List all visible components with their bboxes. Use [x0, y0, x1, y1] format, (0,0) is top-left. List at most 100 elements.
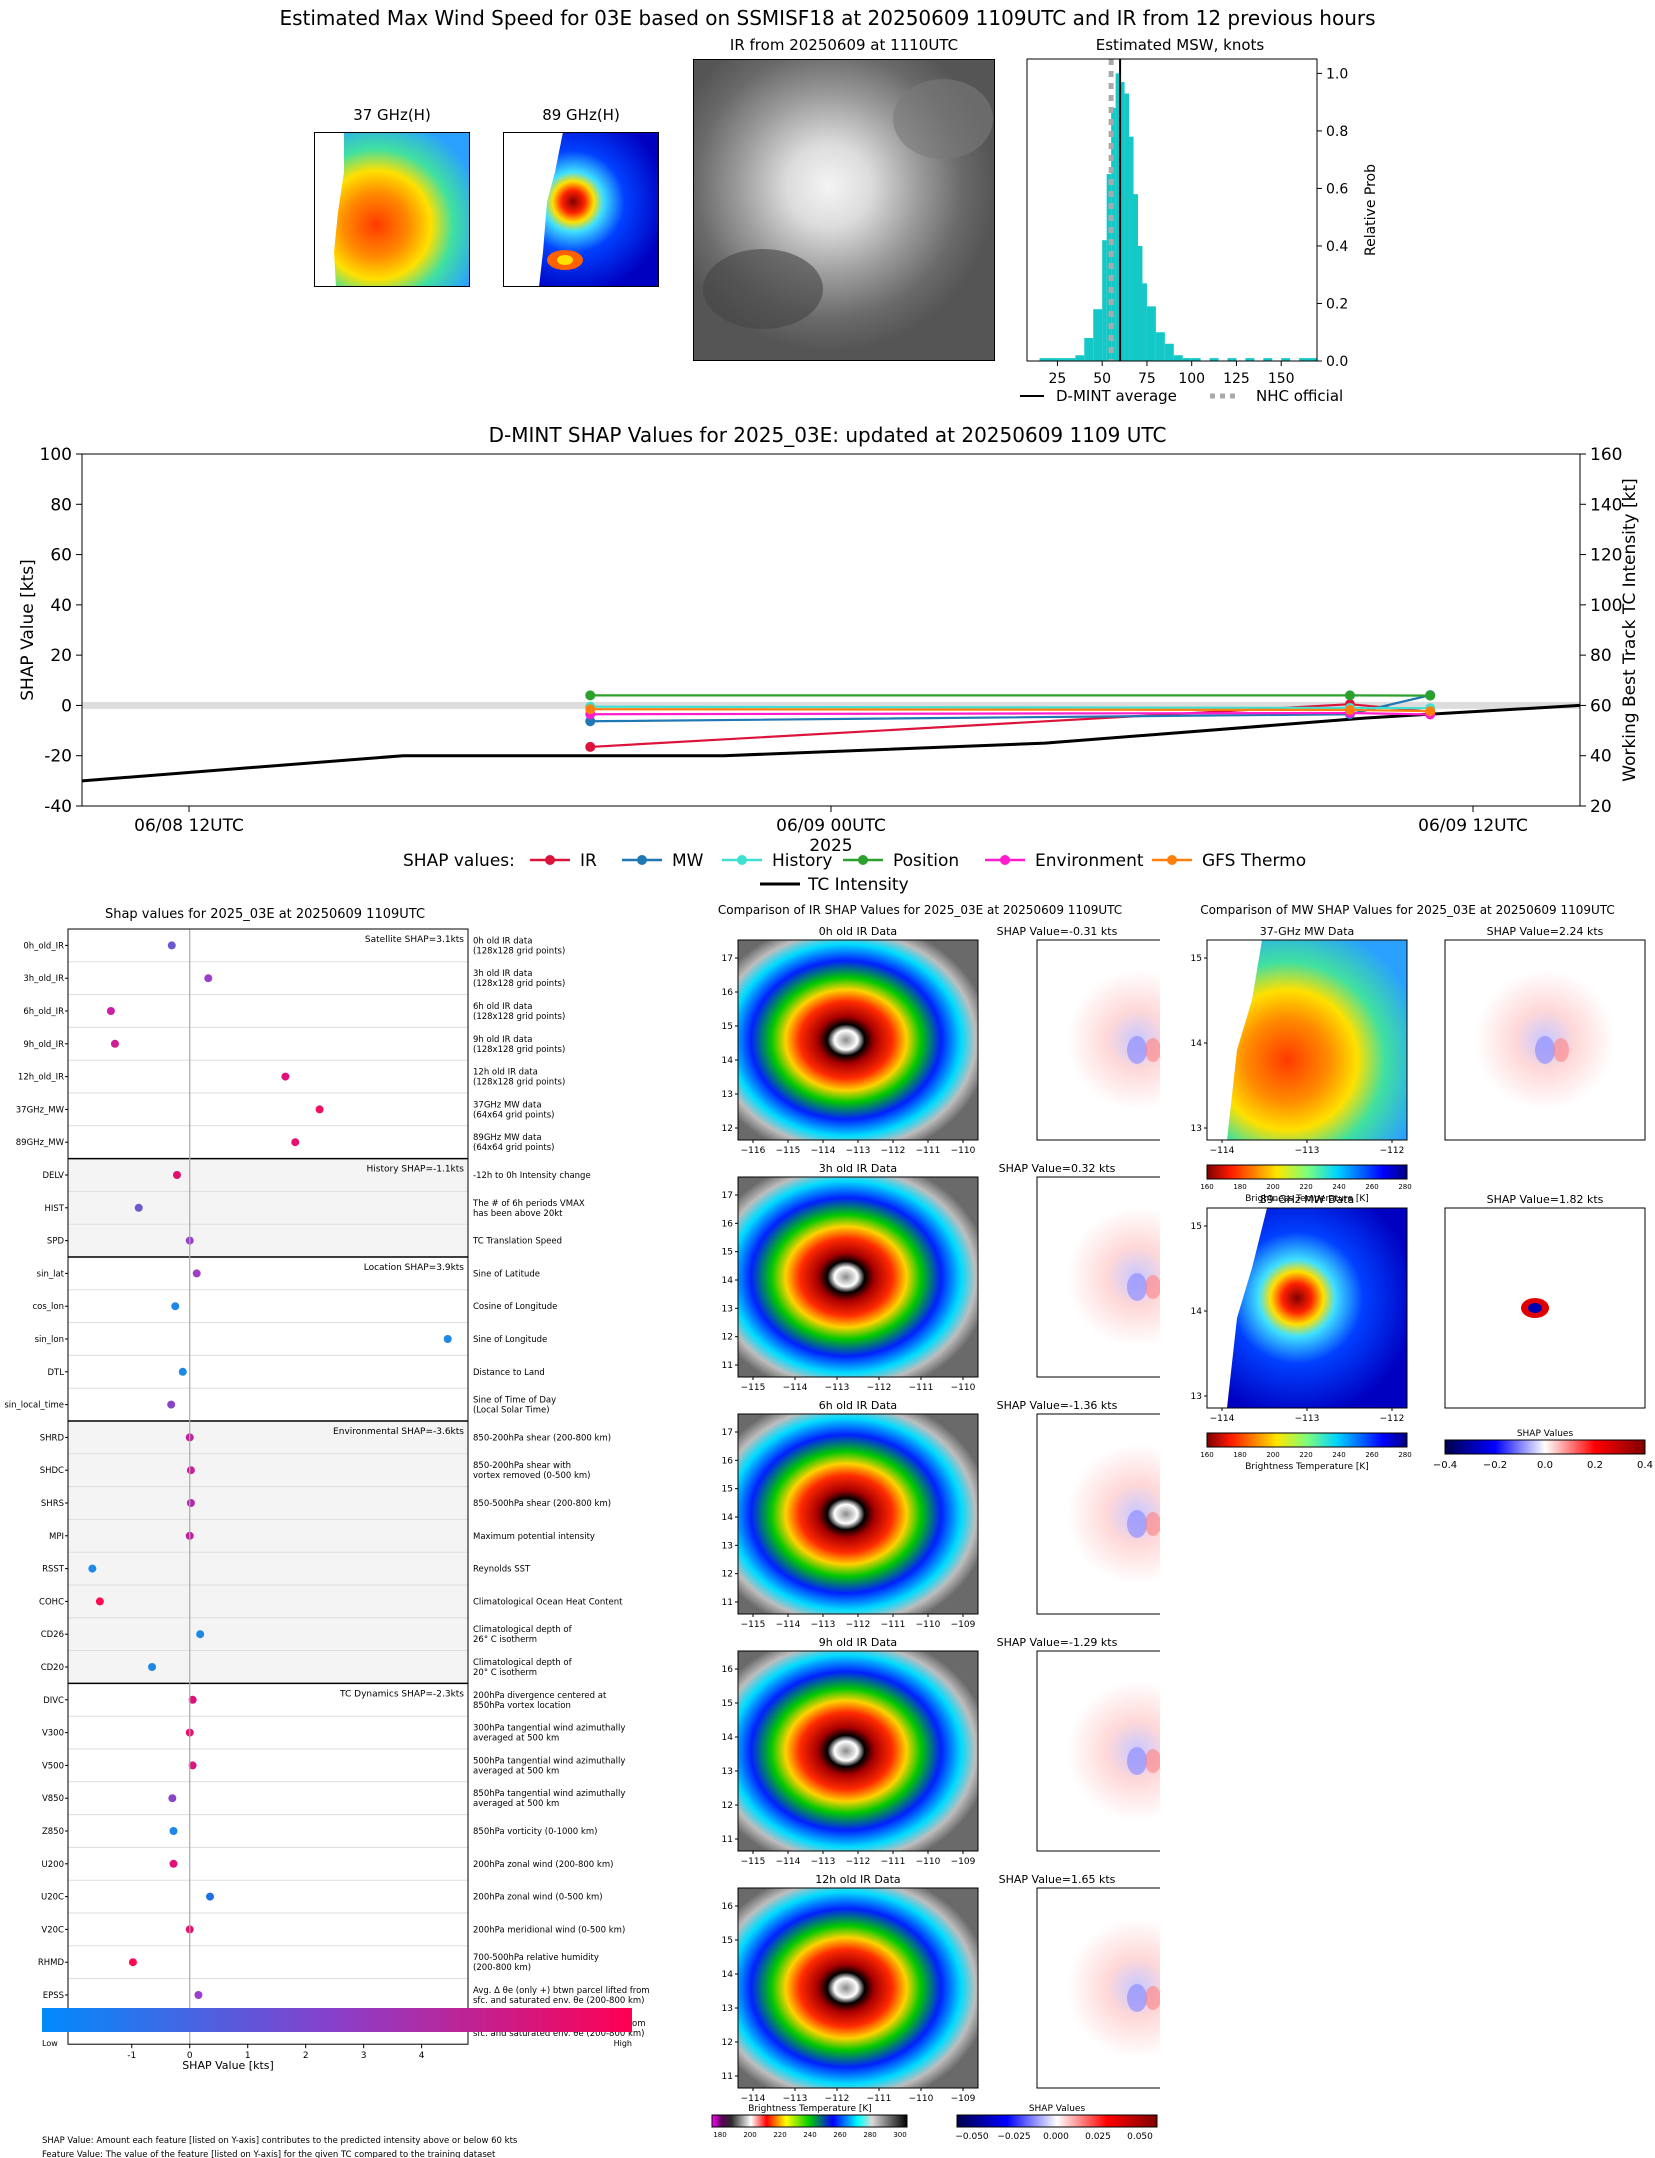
ir-shap-tick-0: −0.050 — [955, 2132, 989, 2142]
shap-blob-red — [1553, 1038, 1569, 1062]
sat-fill — [738, 1414, 978, 1614]
feature-desc-DELV: -12h to 0h Intensity change — [473, 1171, 591, 1181]
note-line-2: Feature Value: The value of the feature … — [42, 2150, 496, 2158]
panel-frame — [1444, 1207, 1646, 1409]
ts-rtick-4: 80 — [1590, 646, 1612, 666]
feature-point-U20C — [206, 1892, 215, 1901]
shap-blob-blue — [1127, 1273, 1147, 1301]
thumb-89ghz-title: 89 GHz(H) — [542, 106, 620, 124]
mw-bt-tick-0-3: 220 — [1299, 1183, 1312, 1191]
sat-fill — [738, 1651, 978, 1851]
feature-name-CD26: CD26 — [41, 1630, 64, 1640]
mw-data-title-0: 37-GHz MW Data — [1260, 925, 1355, 938]
feature-desc-sin_local_time: Sine of Time of Day — [473, 1396, 556, 1406]
feature-point-V500 — [188, 1761, 197, 1770]
prob-bar-19 — [1164, 343, 1174, 361]
ir-shap-panel-3 — [1036, 1650, 1160, 1852]
feature-desc2-V500: averaged at 500 km — [473, 1766, 559, 1776]
ir-shap-panel-0 — [1036, 939, 1160, 1141]
prob-bar-10 — [1115, 73, 1121, 361]
feature-name-sin_lon: sin_lon — [35, 1335, 64, 1345]
feature-point-CD26 — [196, 1630, 205, 1639]
xtick: −111 — [867, 2094, 892, 2104]
feature-name-3h_old_IR: 3h_old_IR — [23, 974, 64, 984]
ytick: 16 — [722, 1456, 734, 1466]
feature-name-sin_lat: sin_lat — [37, 1269, 65, 1279]
prob-ytick-0: 0.0 — [1326, 354, 1348, 370]
mw-shap-tick-4: 0.4 — [1637, 1460, 1653, 1471]
prob-bar-4 — [1075, 355, 1085, 361]
prob-xtick-2: 75 — [1138, 371, 1156, 387]
feature-desc-DIVC: 200hPa divergence centered at — [473, 1691, 607, 1701]
ytick: 12 — [722, 1801, 733, 1811]
feature-desc-HIST: The # of 6h periods VMAX — [472, 1199, 585, 1209]
feature-name-89GHz_MW: 89GHz_MW — [16, 1138, 65, 1148]
xtick: −112 — [846, 1857, 871, 1867]
prob-bar-18 — [1155, 332, 1165, 361]
shap-time-chart: 100 80 60 40 20 0 -20 -40 160 140 120 100 80 60 40 20 06… — [18, 445, 1640, 895]
shap-blob-blue — [1535, 1036, 1555, 1064]
feature-name-DELV: DELV — [42, 1171, 64, 1181]
prob-xtick-5: 150 — [1268, 371, 1295, 387]
mw-shap-title-0: SHAP Value=2.24 kts — [1487, 925, 1604, 938]
feature-point-CD20 — [148, 1663, 157, 1671]
xtick: −111 — [909, 1383, 934, 1393]
ts-legend-dot-History — [737, 855, 747, 865]
ir-bt-tick-0: 180 — [713, 2131, 726, 2139]
ytick: 17 — [722, 954, 733, 964]
ir-shap-panel-4 — [1036, 1887, 1160, 2089]
feat-xlabel: SHAP Value [kts] — [182, 2059, 274, 2072]
xtick: −114 — [776, 1857, 801, 1867]
feature-desc-SHRD: 850-200hPa shear (200-800 km) — [473, 1433, 611, 1443]
ytick: 13 — [722, 1090, 733, 1100]
feature-name-6h_old_IR: 6h_old_IR — [23, 1007, 64, 1017]
feature-chart-title: Shap values for 2025_03E at 20250609 110… — [105, 907, 425, 922]
xtick: −115 — [776, 1146, 801, 1156]
ytick: 12 — [722, 1333, 733, 1343]
xtick: −115 — [741, 1383, 766, 1393]
feature-desc-37GHz_MW: 37GHz MW data — [473, 1100, 542, 1110]
mw-bt-tick-1-2: 200 — [1266, 1451, 1279, 1459]
feature-name-DIVC: DIVC — [43, 1696, 64, 1706]
xtick: −113 — [811, 1857, 836, 1867]
ir-shap-panel-1 — [1036, 1176, 1160, 1378]
ir-bt-tick-2: 220 — [773, 2131, 786, 2139]
ir-bt-tick-6: 300 — [893, 2131, 906, 2139]
xtick: −114 — [1210, 1146, 1235, 1156]
feature-desc2-EPSS: sfc. and saturated env. θe (200-800 km) — [473, 1996, 645, 2006]
ir-compare-panels: 0h old IR Data 17 16 15 14 13 12 −116 −115 −114 −1… — [711, 925, 1160, 2142]
feat-xtick-1: 0 — [187, 2051, 193, 2061]
prob-ytick-5: 1.0 — [1326, 66, 1348, 82]
panel-frame — [737, 1887, 979, 2089]
ytick: 13 — [722, 1304, 733, 1314]
feature-desc-12h_old_IR: 12h old IR data — [473, 1068, 538, 1078]
ytick: 14 — [722, 1276, 734, 1286]
ts-ltick-7: -40 — [44, 797, 72, 817]
feature-point-12h_old_IR — [281, 1072, 290, 1081]
ir-satellite-image — [693, 59, 995, 361]
prob-chart: 25 50 75 100 125 150 0.0 0.2 0.4 0.6 0.8 1.0 Relativ… — [1020, 58, 1379, 405]
sat-fill — [738, 940, 978, 1140]
feature-name-9h_old_IR: 9h_old_IR — [23, 1040, 64, 1050]
ir-compare-title: Comparison of IR SHAP Values for 2025_03… — [717, 903, 1123, 917]
xtick: −111 — [881, 1857, 906, 1867]
mw-shap-colorbar-label: SHAP Values — [1517, 1429, 1574, 1439]
xtick: −113 — [811, 1620, 836, 1630]
feature-name-U20C: U20C — [41, 1893, 64, 1903]
ts-ltick-0: 100 — [40, 445, 72, 465]
xtick: −110 — [916, 1620, 941, 1630]
mw-shap-tick-1: −0.2 — [1483, 1460, 1507, 1471]
ts-legend-text-IR: IR — [580, 851, 597, 871]
feature-name-SHRD: SHRD — [40, 1433, 65, 1443]
feature-point-V850 — [168, 1794, 177, 1803]
mw-data-title-1: 89-GHz MW Data — [1260, 1193, 1355, 1206]
ts-legend-text-MW: MW — [672, 851, 704, 871]
feature-point-RHMD — [128, 1958, 137, 1967]
feature-point-3h_old_IR — [204, 974, 213, 983]
feature-point-sin_local_time — [167, 1400, 176, 1409]
mw-bt-tick-1-6: 280 — [1398, 1451, 1411, 1459]
ytick: 13 — [722, 1541, 733, 1551]
feature-point-0h_old_IR — [167, 941, 176, 950]
prob-bar-13 — [1129, 136, 1134, 361]
series-point-Position-0 — [585, 690, 596, 701]
